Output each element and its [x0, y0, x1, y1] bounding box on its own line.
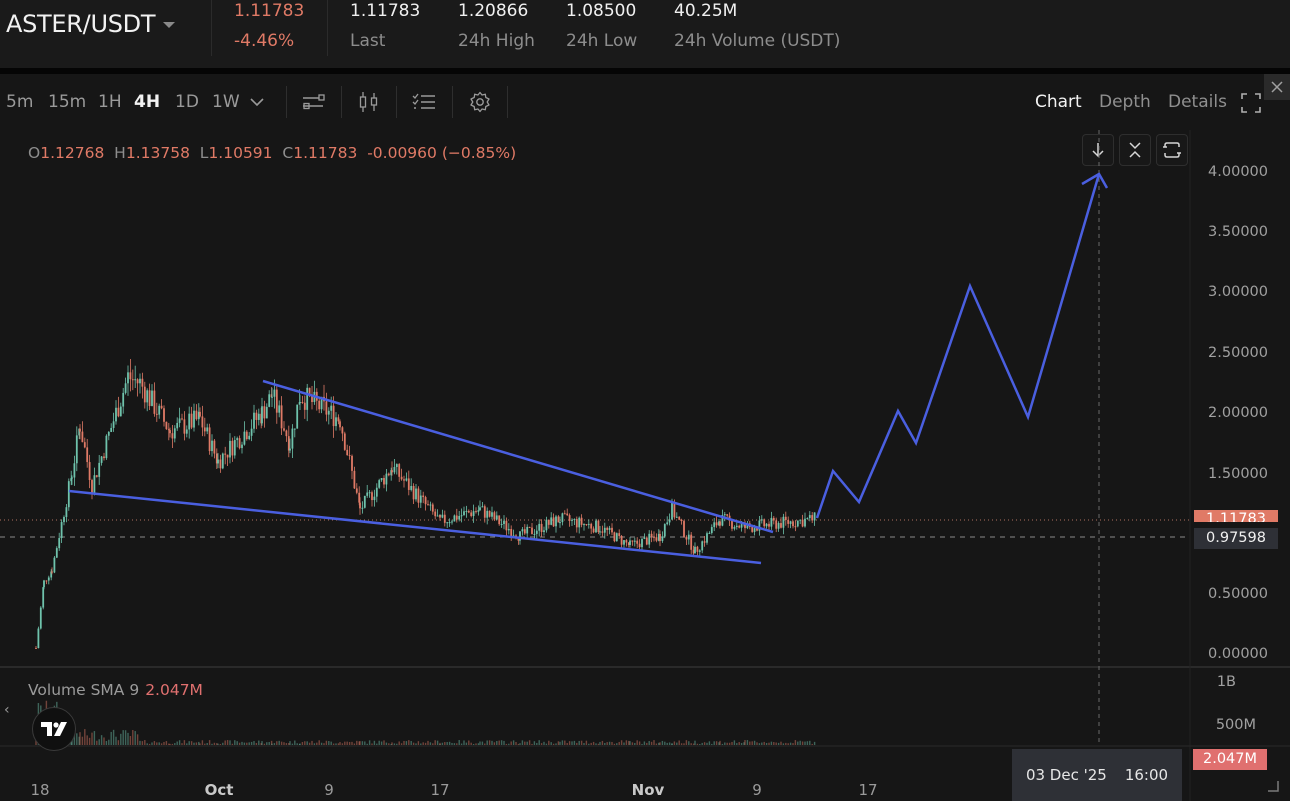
price-tick: 3.00000 — [1208, 284, 1268, 300]
change-percent: -4.46% — [234, 31, 295, 51]
volume-tick: 500M — [1215, 717, 1256, 733]
volume-series — [35, 700, 816, 745]
timeframe-1h[interactable]: 1H — [98, 92, 122, 112]
chevron-down-icon[interactable] — [248, 94, 266, 110]
projection-arrowhead — [1081, 172, 1109, 189]
timeframe-4h[interactable]: 4H — [134, 92, 161, 112]
stat-value: 1.11783 — [350, 1, 421, 21]
gear-icon[interactable] — [467, 90, 493, 114]
stat-label: Last — [350, 31, 386, 51]
last-price-tag: 1.11783 — [1194, 510, 1278, 522]
open-label: O — [28, 144, 41, 162]
chart-toolbar: 5m 15m 1H 4H 1D 1W — [0, 74, 1290, 130]
stat-value: 1.20866 — [458, 1, 529, 21]
divider — [327, 0, 328, 56]
projection-path — [815, 173, 1101, 519]
stat-24h-high: 1.20866 24h High — [458, 0, 535, 51]
crosshair-price-tag: 0.97598 — [1194, 528, 1278, 549]
stat-24h-low: 1.08500 24h Low — [566, 0, 637, 51]
current-price: 1.11783 — [234, 1, 305, 21]
time-tick: 17 — [858, 781, 878, 799]
crosshair-date: 03 Dec '25 — [1025, 766, 1107, 784]
price-tick: 0.50000 — [1208, 586, 1268, 602]
change-value: -0.00960 (−0.85%) — [367, 144, 517, 162]
timeframe-1w[interactable]: 1W — [212, 92, 240, 112]
time-tick: 18 — [30, 781, 50, 799]
wedge-upper-trendline — [262, 379, 774, 534]
crosshair-time-tag: 03 Dec '25 16:00 — [1012, 749, 1182, 801]
price-tick: 3.50000 — [1208, 224, 1268, 240]
stat-label: 24h High — [458, 31, 535, 51]
tab-depth[interactable]: Depth — [1099, 92, 1151, 112]
indicators-list-icon[interactable] — [411, 90, 437, 114]
price-chart-canvas[interactable] — [0, 74, 1290, 801]
divider — [452, 86, 453, 118]
low-label: L — [199, 144, 209, 162]
scroll-to-latest-button[interactable] — [1082, 134, 1114, 166]
open-value: 1.12768 — [40, 144, 105, 162]
wedge-lower-trendline — [68, 489, 762, 565]
volume-tag: 2.047M — [1193, 749, 1267, 770]
volume-tick: 1B — [1216, 674, 1236, 690]
high-value: 1.13758 — [125, 144, 190, 162]
stat-value: 1.08500 — [566, 1, 637, 21]
pair-selector[interactable]: ASTER/USDT — [6, 10, 176, 38]
collapse-left-arrow[interactable]: ‹ — [4, 702, 10, 718]
time-tick: Oct — [204, 781, 234, 799]
price-tick: 4.00000 — [1208, 164, 1268, 180]
volume-label: Volume SMA 9 — [28, 681, 140, 699]
divider — [396, 86, 397, 118]
collapse-icon — [1129, 142, 1141, 158]
divider — [507, 86, 508, 118]
close-button[interactable] — [1264, 74, 1290, 100]
price-tick: 0.00000 — [1208, 646, 1268, 662]
tradingview-logo[interactable] — [32, 707, 76, 751]
close-icon — [1271, 81, 1283, 93]
timeframe-1d[interactable]: 1D — [175, 92, 199, 112]
chart-panel: 5m 15m 1H 4H 1D 1W — [0, 74, 1290, 801]
stat-24h-volume: 40.25M 24h Volume (USDT) — [674, 0, 840, 51]
crosshair-time: 16:00 — [1124, 766, 1169, 784]
ohlc-legend: O1.12768 H1.13758 L1.10591 C1.11783 -0.0… — [28, 144, 516, 162]
tab-details[interactable]: Details — [1168, 92, 1227, 112]
close-value: 1.11783 — [293, 144, 358, 162]
reset-icon — [1163, 142, 1181, 158]
time-tick: 17 — [430, 781, 450, 799]
low-value: 1.10591 — [208, 144, 273, 162]
pair-name: ASTER/USDT — [6, 10, 156, 38]
time-tick: 9 — [324, 781, 334, 799]
high-label: H — [114, 144, 126, 162]
time-tick: 9 — [752, 781, 762, 799]
resize-handle-icon[interactable] — [1266, 779, 1280, 793]
market-header: ASTER/USDT 1.11783 -4.46% 1.11783 Last 1… — [0, 0, 1290, 68]
price-tick: 1.50000 — [1208, 466, 1268, 482]
indicator-settings-icon[interactable] — [301, 90, 327, 114]
timeframe-15m[interactable]: 15m — [48, 92, 87, 112]
fullscreen-icon[interactable] — [1240, 92, 1262, 114]
arrow-down-icon — [1092, 143, 1104, 158]
timeframe-5m[interactable]: 5m — [6, 92, 34, 112]
volume-legend: Volume SMA 9 2.047M — [28, 681, 203, 699]
price-tick: 2.00000 — [1208, 405, 1268, 421]
stat-value: 40.25M — [674, 1, 738, 21]
candlestick-type-icon[interactable] — [356, 90, 382, 114]
reset-view-button[interactable] — [1156, 134, 1188, 166]
divider — [211, 0, 212, 56]
price-tick: 2.50000 — [1208, 345, 1268, 361]
divider — [286, 86, 287, 118]
candlestick-series — [35, 359, 816, 649]
stat-label: 24h Volume (USDT) — [674, 31, 841, 51]
divider — [341, 86, 342, 118]
volume-value: 2.047M — [145, 681, 203, 699]
tab-chart[interactable]: Chart — [1035, 92, 1082, 112]
tradingview-icon — [41, 722, 67, 736]
price-change-block: 1.11783 -4.46% — [234, 0, 304, 51]
caret-down-icon — [163, 22, 176, 28]
collapse-button[interactable] — [1119, 134, 1151, 166]
time-tick: Nov — [631, 781, 665, 799]
header-divider — [0, 68, 1290, 74]
stat-label: 24h Low — [566, 31, 638, 51]
stat-last: 1.11783 Last — [350, 0, 420, 51]
close-label: C — [282, 144, 294, 162]
